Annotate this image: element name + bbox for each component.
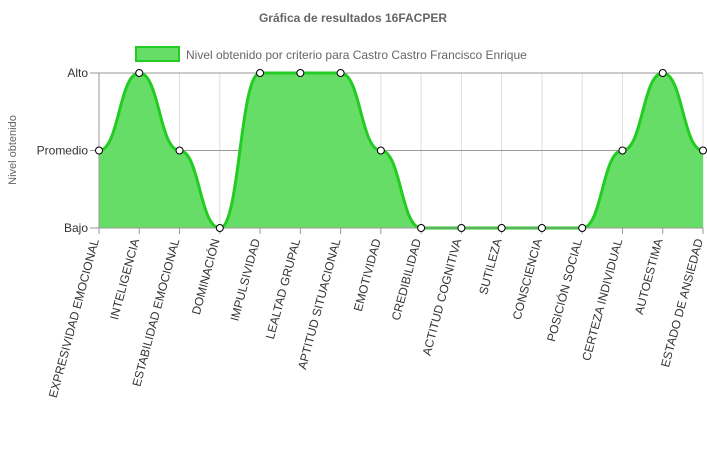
x-tick-label: ESTABILIDAD EMOCIONAL <box>129 237 182 388</box>
legend-label[interactable]: Nivel obtenido por criterio para Castro … <box>186 48 527 62</box>
data-point[interactable] <box>699 146 707 155</box>
legend-swatch[interactable] <box>135 46 180 62</box>
y-tick-label: Promedio <box>37 144 89 158</box>
data-point[interactable] <box>135 69 144 77</box>
data-point[interactable] <box>537 224 546 232</box>
data-point[interactable] <box>215 224 224 232</box>
data-point[interactable] <box>457 224 466 232</box>
x-tick-label: AUTOESTIMA <box>632 237 666 316</box>
x-tick-label: SUTILEZA <box>476 237 504 296</box>
series-area-fill <box>99 73 703 228</box>
x-tick-label: EXPRESIVIDAD EMOCIONAL <box>46 237 102 399</box>
data-point[interactable] <box>256 69 265 77</box>
data-point[interactable] <box>658 69 667 77</box>
x-tick-label: APTITUD SITUACIONAL <box>295 237 343 371</box>
x-tick-label: IMPULSIVIDAD <box>228 237 264 323</box>
y-tick-labels: Bajo Promedio Alto <box>37 66 99 235</box>
x-tick-label: ACTITUD COGNITIVA <box>420 237 465 357</box>
legend[interactable]: Nivel obtenido por criterio para Castro … <box>135 46 527 62</box>
x-tick-label: LEALTAD GRUPAL <box>263 237 303 341</box>
x-tick-label: INTELIGENCIA <box>107 237 142 321</box>
data-point[interactable] <box>497 224 506 232</box>
data-point[interactable] <box>376 146 385 155</box>
data-points <box>95 69 707 232</box>
x-tick-label: CONSCIENCIA <box>510 237 545 321</box>
y-tick-label: Bajo <box>64 221 88 235</box>
data-point[interactable] <box>417 224 426 232</box>
y-tick-label: Alto <box>67 66 88 80</box>
data-point[interactable] <box>296 69 305 77</box>
data-point[interactable] <box>618 146 627 155</box>
x-tick-label: ESTADO DE ANSIEDAD <box>658 237 706 369</box>
x-tick-label: CERTEZA INDIVIDUAL <box>579 237 625 362</box>
data-point[interactable] <box>578 224 587 232</box>
x-tick-label: POSICIÓN SOCIAL <box>543 237 585 344</box>
data-point[interactable] <box>95 146 103 155</box>
chart-title: Gráfica de resultados 16FACPER <box>259 11 447 25</box>
data-point[interactable] <box>336 69 345 77</box>
series-line <box>98 71 704 230</box>
y-axis-title: Nivel obtenido <box>7 115 19 185</box>
x-tick-labels: EXPRESIVIDAD EMOCIONAL INTELIGENCIAESTABI… <box>46 228 706 399</box>
data-point[interactable] <box>175 146 184 155</box>
x-tick-label: CREDIBILIDAD <box>389 237 424 322</box>
series-area <box>98 71 704 230</box>
x-tick-label: DOMINACIÓN <box>188 237 223 316</box>
x-tick-label: EMOTIVIDAD <box>351 237 384 313</box>
